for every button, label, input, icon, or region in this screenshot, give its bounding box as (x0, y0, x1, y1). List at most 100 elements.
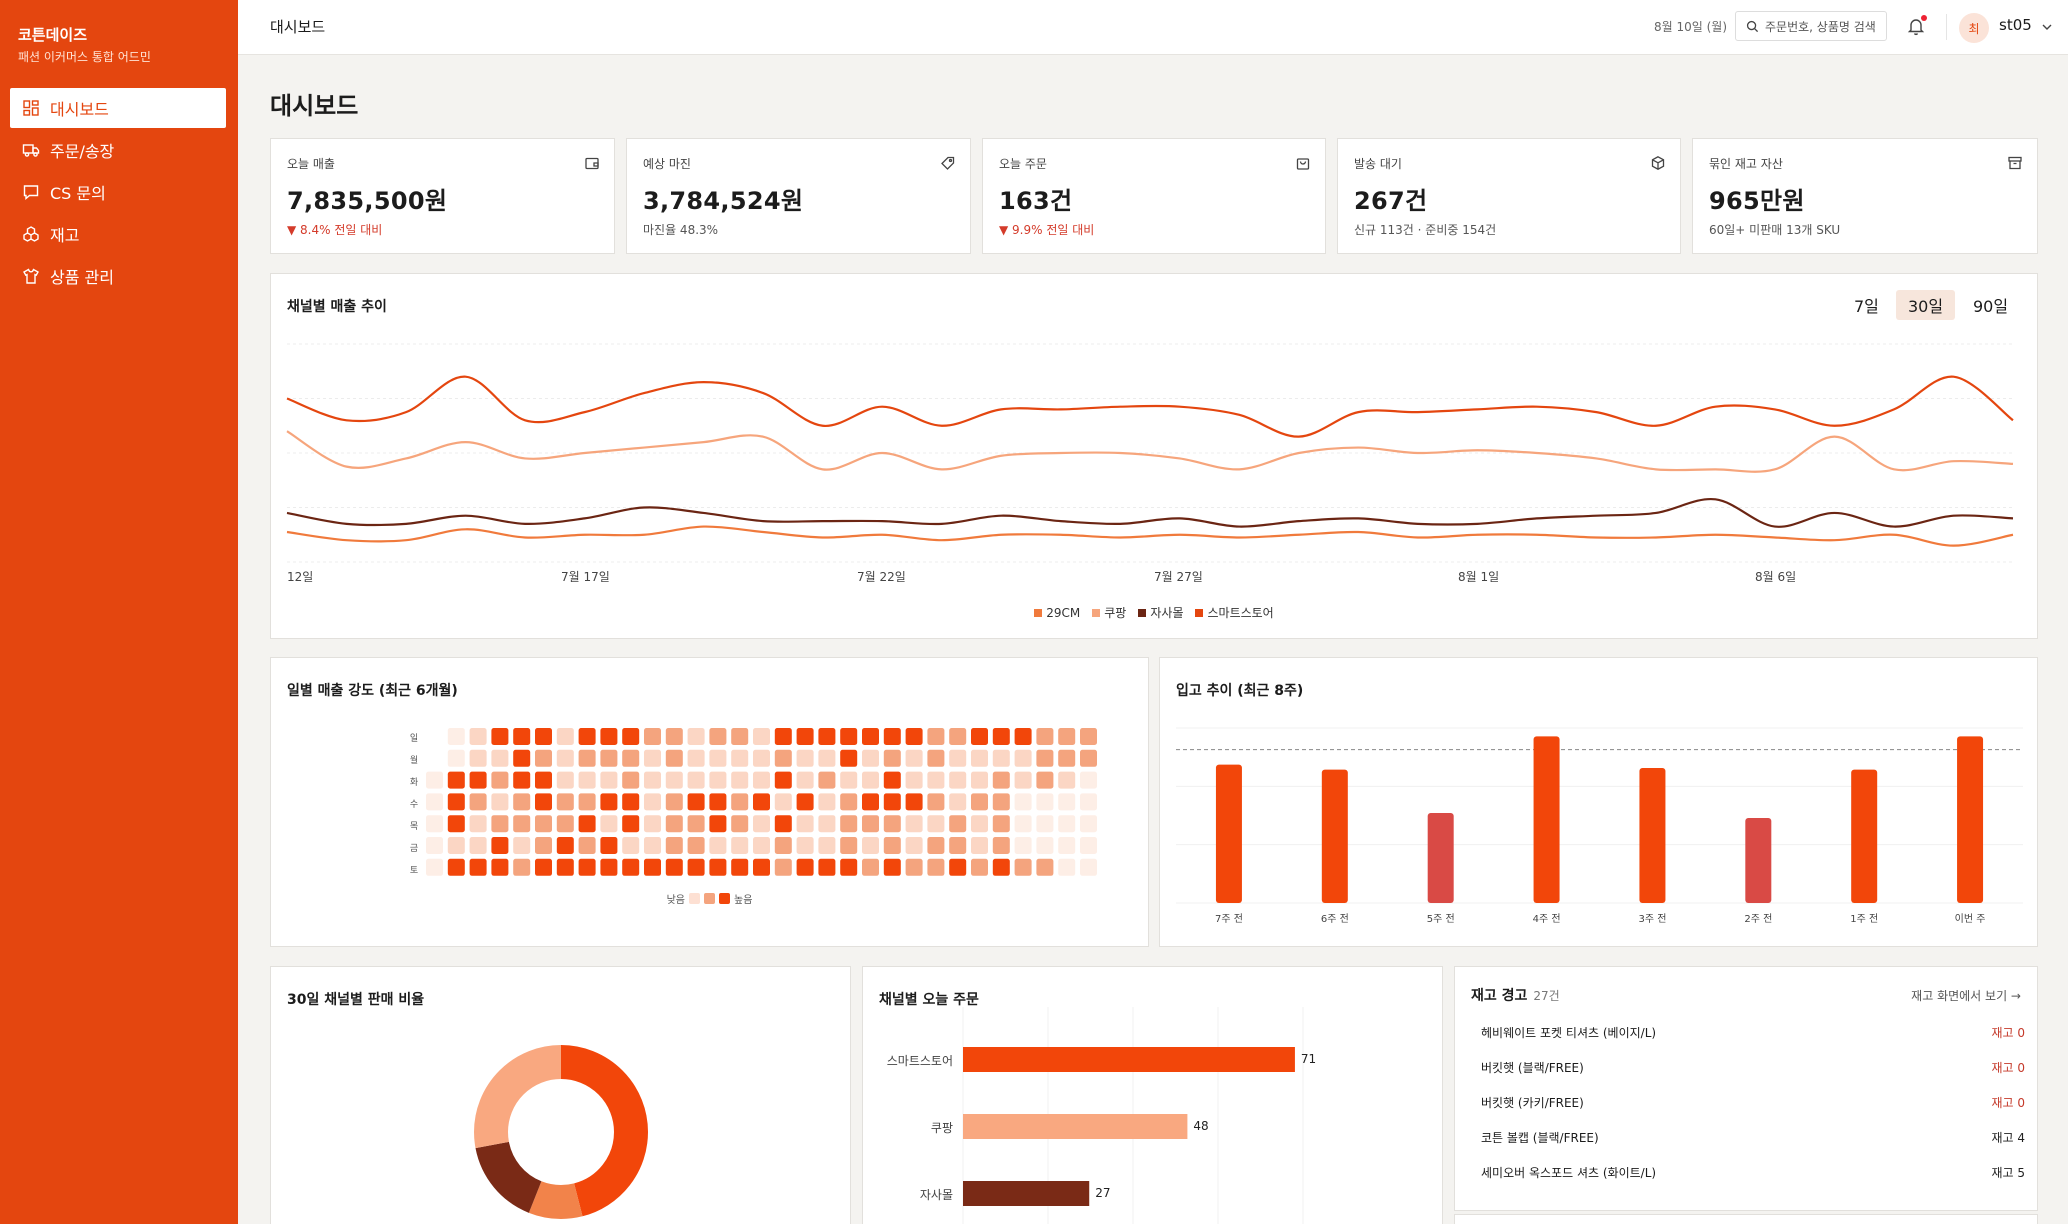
legend-label: 스마트스토어 (1207, 606, 1274, 620)
pie-slice[interactable] (474, 1045, 648, 1219)
list-item[interactable]: 세미오버 옥스포드 셔츠 (화이트/L) 재고 5 (1481, 1164, 2025, 1181)
heatmap-cell (883, 815, 901, 833)
bar[interactable] (1745, 818, 1772, 903)
heatmap-cell (513, 837, 531, 854)
chevron-down-icon[interactable] (2040, 20, 2054, 34)
heatmap-cell (578, 793, 596, 811)
range-30d-button[interactable]: 30일 (1896, 290, 1956, 320)
donut-chart (474, 1045, 648, 1219)
heatmap-cell (862, 793, 879, 811)
heatmap-cell (447, 815, 465, 833)
bar-category-label: 5주 전 (1426, 914, 1455, 925)
heatmap-cell (753, 837, 770, 854)
legend-high-label: 높음 (734, 895, 753, 906)
sidebar-item-inventory[interactable]: 재고 (10, 214, 226, 254)
sidebar-item-label: 재고 (50, 226, 80, 245)
heatmap-cell (447, 858, 465, 876)
heatmap-cell (949, 858, 967, 876)
heatmap-cell (491, 793, 509, 811)
heatmap-cell (992, 771, 1010, 789)
search-input[interactable]: 주문번호, 상품명 검색 (1735, 11, 1887, 41)
inventory-link[interactable]: 재고 화면에서 보기 → (1911, 989, 2021, 1003)
brand-subtitle: 패션 이커머스 통합 어드민 (18, 50, 151, 64)
heatmap-cell (971, 749, 988, 767)
sidebar-item-orders[interactable]: 주문/송장 (10, 130, 226, 170)
heatmap-cell (447, 837, 465, 854)
brand-name: 코튼데이즈 (18, 26, 88, 44)
kpi-value: 7,835,500원 (287, 187, 448, 215)
kpi-label: 발송 대기 (1354, 157, 1402, 171)
heatmap-cell (513, 793, 531, 811)
heatmap-cell (709, 771, 727, 789)
kpi-sub: 마진율 48.3% (643, 223, 719, 237)
bar[interactable] (1957, 736, 1984, 903)
heatmap-cell (600, 749, 618, 767)
range-7d-button[interactable]: 7일 (1854, 297, 1879, 316)
bar-value-label: 71 (1300, 1052, 1317, 1066)
list-item[interactable]: 버킷햇 (블랙/FREE) 재고 0 (1481, 1059, 2025, 1076)
heatmap-cell (1036, 815, 1054, 833)
sidebar-item-dashboard[interactable]: 대시보드 (10, 88, 226, 128)
heatmap-cell (709, 728, 727, 745)
heatmap-cell (927, 858, 945, 876)
legend-item[interactable]: 자사몰 (1138, 604, 1183, 621)
heatmap-cell (796, 858, 814, 876)
bell-icon[interactable] (1905, 15, 1927, 37)
bar[interactable] (1427, 813, 1454, 903)
bar[interactable] (1639, 768, 1666, 903)
heatmap-cell (687, 837, 705, 854)
bar[interactable] (1533, 736, 1560, 903)
heatmap-cell (469, 749, 487, 767)
bar-category-label: 2주 전 (1744, 914, 1773, 925)
heatmap-cell (1080, 815, 1097, 833)
heatmap-cell (1058, 837, 1076, 854)
heatmap-cell (971, 728, 988, 745)
bar[interactable] (963, 1114, 1188, 1139)
heatmap-cell (1080, 728, 1097, 745)
range-90d-button[interactable]: 90일 (1973, 297, 2009, 316)
bar[interactable] (1215, 764, 1242, 903)
heatmap-cell (469, 837, 487, 854)
heatmap-cell (513, 728, 531, 745)
heatmap-cell (535, 837, 552, 854)
heatmap-cell (1036, 771, 1054, 789)
package-icon (1651, 156, 1665, 170)
heatmap-cell (426, 837, 443, 854)
list-item[interactable]: 헤비웨이트 포켓 티셔츠 (베이지/L) 재고 0 (1481, 1024, 2025, 1041)
heatmap-cell (774, 837, 792, 854)
legend-item[interactable]: 29CM (1034, 604, 1080, 621)
list-item[interactable]: 버킷햇 (카키/FREE) 재고 0 (1481, 1094, 2025, 1111)
heatmap-cell (600, 815, 618, 833)
heatmap-cell (731, 728, 749, 745)
heatmap-card: 일별 매출 강도 (최근 6개월) 일 월 화 수 목 금 토 낮음 높음 (270, 657, 1149, 947)
bar[interactable] (963, 1047, 1295, 1072)
heatmap-cell (644, 728, 661, 745)
heatmap-cell (447, 793, 465, 811)
heatmap-cell (731, 837, 749, 854)
bar[interactable] (963, 1181, 1090, 1206)
kpi-card-stock-assets: 묶인 재고 자산 965만원 60일+ 미판매 13개 SKU (1692, 138, 2038, 254)
bar[interactable] (1321, 769, 1348, 903)
list-item[interactable]: 코튼 볼캡 (블랙/FREE) 재고 4 (1481, 1129, 2025, 1146)
heatmap-cell (556, 815, 574, 833)
pie-slice[interactable] (474, 1045, 648, 1219)
heatmap-chart (426, 728, 1097, 876)
heatmap-cell (949, 815, 967, 833)
avatar[interactable]: 최 (1959, 13, 1989, 43)
heatmap-cell (796, 749, 814, 767)
x-tick-label: 12일 (287, 570, 314, 584)
heatmap-cell (535, 728, 552, 745)
legend-item[interactable]: 쿠팡 (1092, 604, 1126, 621)
sidebar-item-cs[interactable]: CS 문의 (10, 172, 226, 212)
legend-item[interactable]: 스마트스토어 (1195, 604, 1274, 621)
heatmap-cell (1036, 858, 1054, 876)
notification-dot (1921, 15, 1927, 21)
user-name[interactable]: st05 (1999, 16, 2032, 34)
sidebar-item-products[interactable]: 상품 관리 (10, 256, 226, 296)
kpi-sub: 신규 113건 · 준비중 154건 (1354, 223, 1497, 237)
bar[interactable] (1851, 769, 1878, 903)
heatmap-cell (905, 837, 923, 854)
archive-icon (2008, 156, 2022, 170)
heatmap-cell (1014, 793, 1032, 811)
heatmap-cell (469, 728, 487, 745)
